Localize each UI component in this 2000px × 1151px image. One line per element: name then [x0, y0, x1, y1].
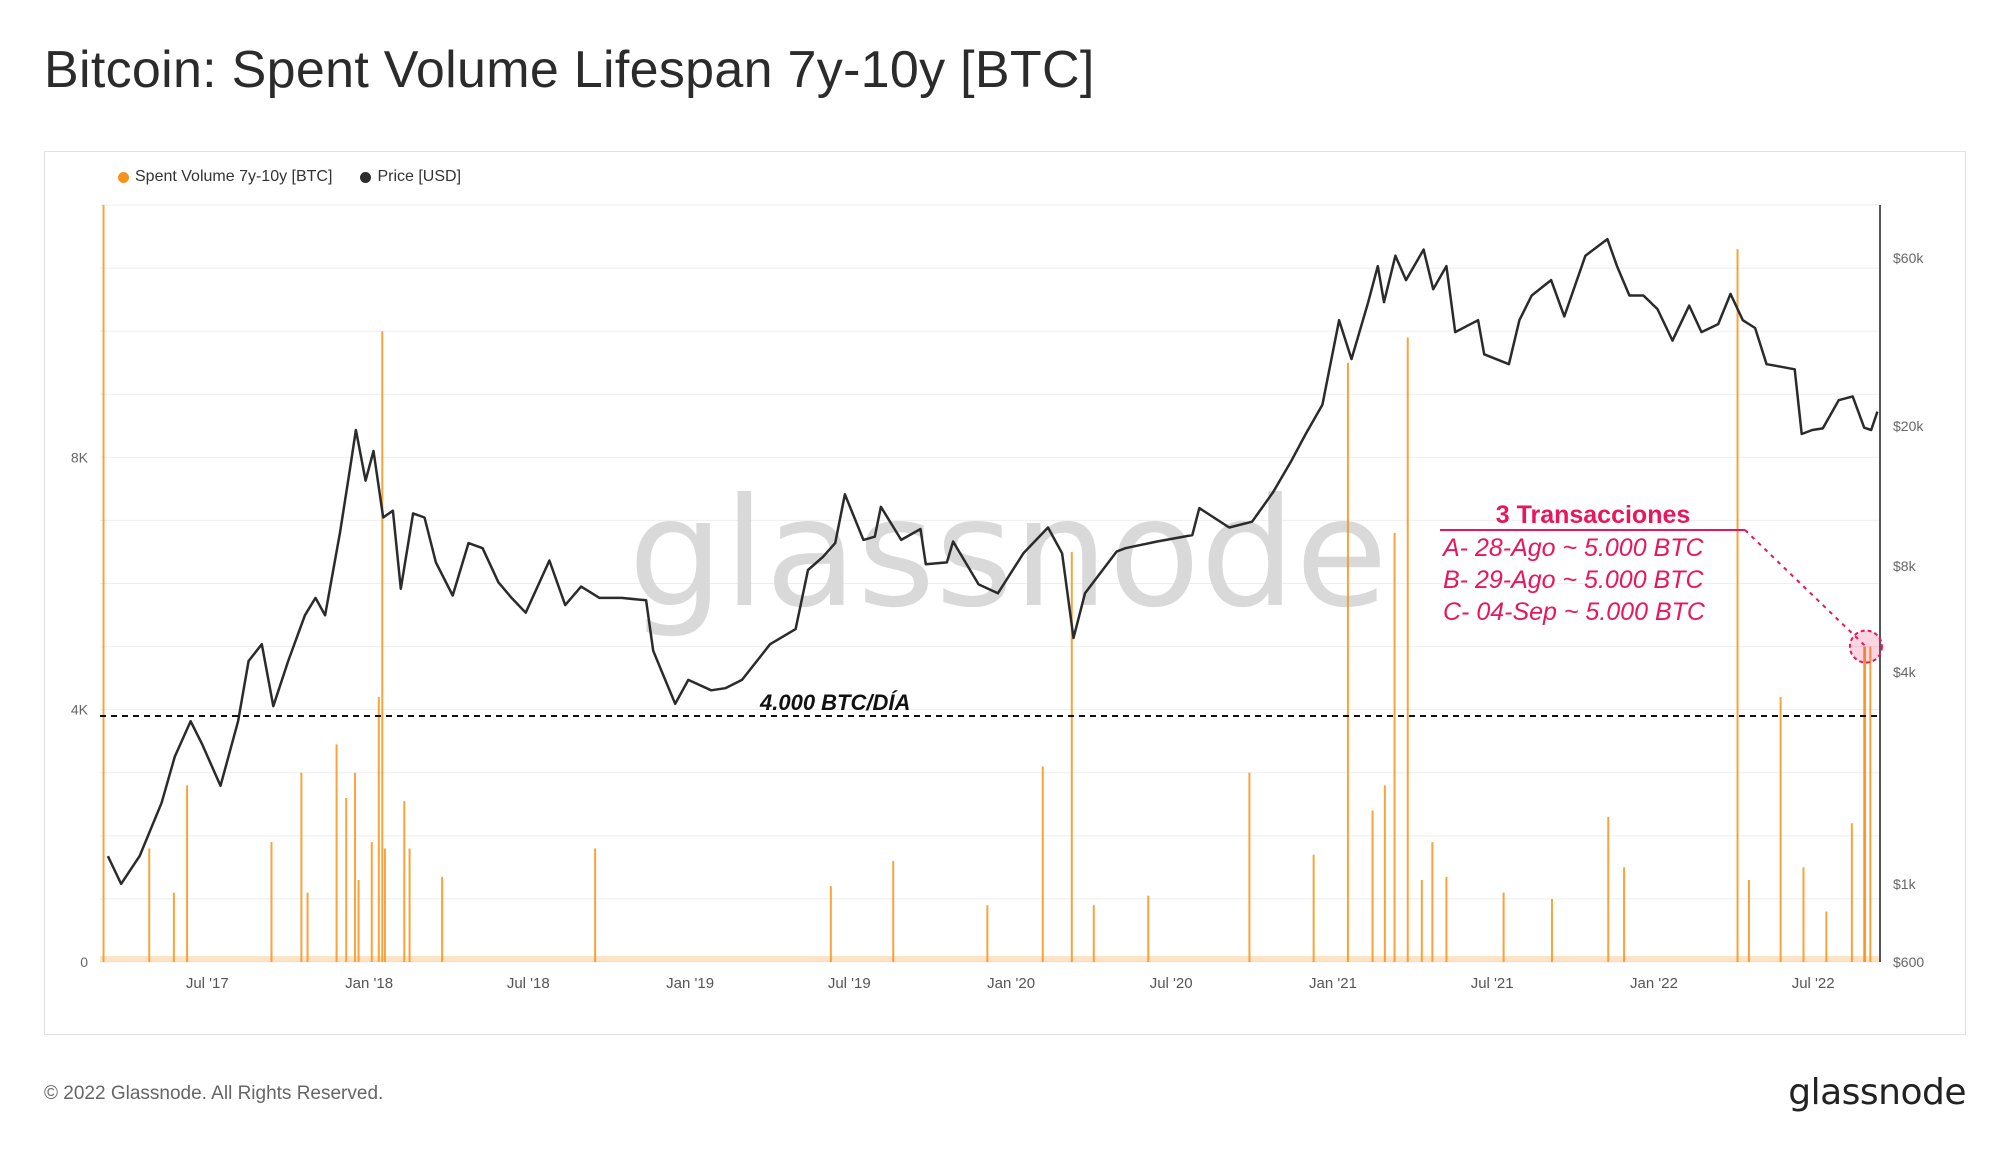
legend-label-volume: Spent Volume 7y-10y [BTC] [135, 168, 333, 185]
y-right-tick-label: $4k [1893, 664, 1917, 680]
volume-baseline [100, 956, 1880, 962]
x-tick-label: Jul '20 [1150, 975, 1193, 992]
grid-lines [100, 204, 1880, 963]
chart-frame [44, 151, 1966, 1035]
y-right-tick-label: $20k [1893, 418, 1924, 434]
threshold-label: 4.000 BTC/DÍA [759, 690, 910, 715]
annotation-highlight-circle [1848, 629, 1883, 664]
page-title: Bitcoin: Spent Volume Lifespan 7y-10y [B… [44, 41, 1095, 99]
y-left-tick-label: 4K [71, 702, 89, 718]
x-tick-label: Jan '20 [987, 975, 1035, 992]
legend-dot-price [360, 171, 372, 183]
chart-legend: Spent Volume 7y-10y [BTC] Price [USD] [118, 168, 461, 186]
x-tick-label: Jul '21 [1471, 975, 1514, 992]
x-tick-label: Jan '19 [666, 975, 714, 992]
footer-logo[interactable]: glassnode [1788, 1072, 1966, 1113]
y-right-tick-label: $8k [1893, 558, 1917, 574]
annotation-line: B- 29-Ago ~ 5.000 BTC [1443, 566, 1705, 594]
annotation-group: 3 Transacciones A- 28-Ago ~ 5.000 BTC B- 2… [1440, 501, 1883, 664]
y-right-tick-label: $600 [1893, 954, 1924, 970]
x-tick-label: Jul '22 [1792, 975, 1835, 992]
price-line-group [106, 237, 1879, 886]
watermark: glassnode [628, 467, 1387, 641]
annotation-title: 3 Transacciones [1496, 501, 1691, 529]
legend-label-price: Price [USD] [377, 168, 462, 185]
legend-item-price[interactable]: Price [USD] [360, 168, 461, 186]
x-tick-label: Jan '18 [345, 975, 393, 992]
volume-bars [100, 205, 1880, 962]
x-tick-label: Jul '19 [828, 975, 871, 992]
threshold-group: 4.000 BTC/DÍA [100, 690, 1880, 717]
footer-copyright: © 2022 Glassnode. All Rights Reserved. [44, 1083, 384, 1104]
annotation-line: A- 28-Ago ~ 5.000 BTC [1441, 534, 1705, 562]
annotation-connector [1744, 529, 1867, 648]
x-tick-label: Jan '22 [1630, 975, 1678, 992]
annotation-line: C- 04-Sep ~ 5.000 BTC [1443, 598, 1706, 626]
x-tick-label: Jul '17 [186, 975, 229, 992]
legend-dot-volume [118, 171, 129, 183]
y-right-tick-label: $60k [1893, 250, 1924, 266]
x-tick-label: Jan '21 [1309, 975, 1357, 992]
y-left-tick-label: 8K [71, 449, 89, 465]
legend-item-volume[interactable]: Spent Volume 7y-10y [BTC] [118, 168, 332, 186]
axes: 0 4K 8K $600 $1k $4k $8k $20k $60k Jul '17 Jan '18… [71, 205, 1924, 992]
price-line [106, 237, 1879, 886]
x-tick-label: Jul '18 [507, 975, 550, 992]
y-right-tick-label: $1k [1893, 876, 1917, 892]
y-left-tick-label: 0 [80, 954, 88, 970]
